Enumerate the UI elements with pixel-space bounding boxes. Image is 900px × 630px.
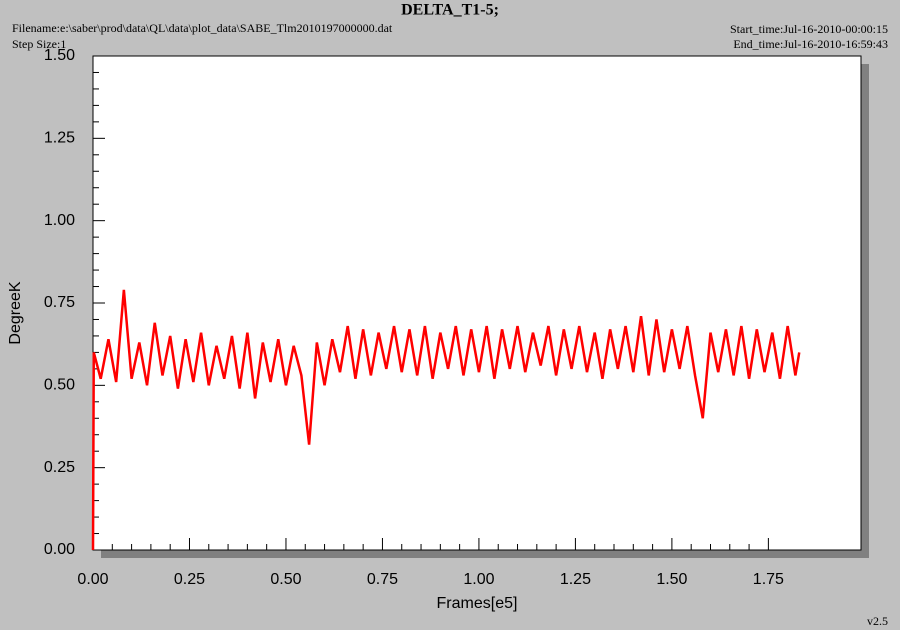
x-tick-label: 0.00 [77, 571, 108, 588]
x-tick-label: 0.25 [174, 571, 205, 588]
x-tick-label: 1.50 [656, 571, 687, 588]
y-tick-label: 0.25 [44, 459, 75, 476]
plot-area [92, 55, 862, 551]
y-tick-label: 1.00 [44, 212, 75, 229]
x-tick-label: 1.00 [463, 571, 494, 588]
x-tick-label: 1.25 [560, 571, 591, 588]
x-tick-label: 0.50 [270, 571, 301, 588]
x-tick-label: 1.75 [753, 571, 784, 588]
chart-title: DELTA_T1-5; [401, 2, 499, 19]
y-tick-label: 1.25 [44, 130, 75, 147]
x-tick-label: 0.75 [367, 571, 398, 588]
y-tick-label: 0.00 [44, 541, 75, 558]
y-tick-label: 0.75 [44, 294, 75, 311]
filename: Filename:e:\saber\prod\data\QL\data\plot… [12, 21, 393, 35]
version: v2.5 [867, 614, 888, 628]
y-axis-label: DegreeK [7, 281, 24, 344]
y-tick-label: 1.50 [44, 47, 75, 64]
x-axis-label: Frames[e5] [437, 595, 518, 612]
step-size: Step Size:1 [12, 37, 66, 51]
start-time: Start_time:Jul-16-2010-00:00:15 [730, 22, 888, 36]
y-tick-label: 0.50 [44, 377, 75, 394]
data-line [91, 289, 801, 551]
end-time: End_time:Jul-16-2010-16:59:43 [733, 37, 888, 51]
